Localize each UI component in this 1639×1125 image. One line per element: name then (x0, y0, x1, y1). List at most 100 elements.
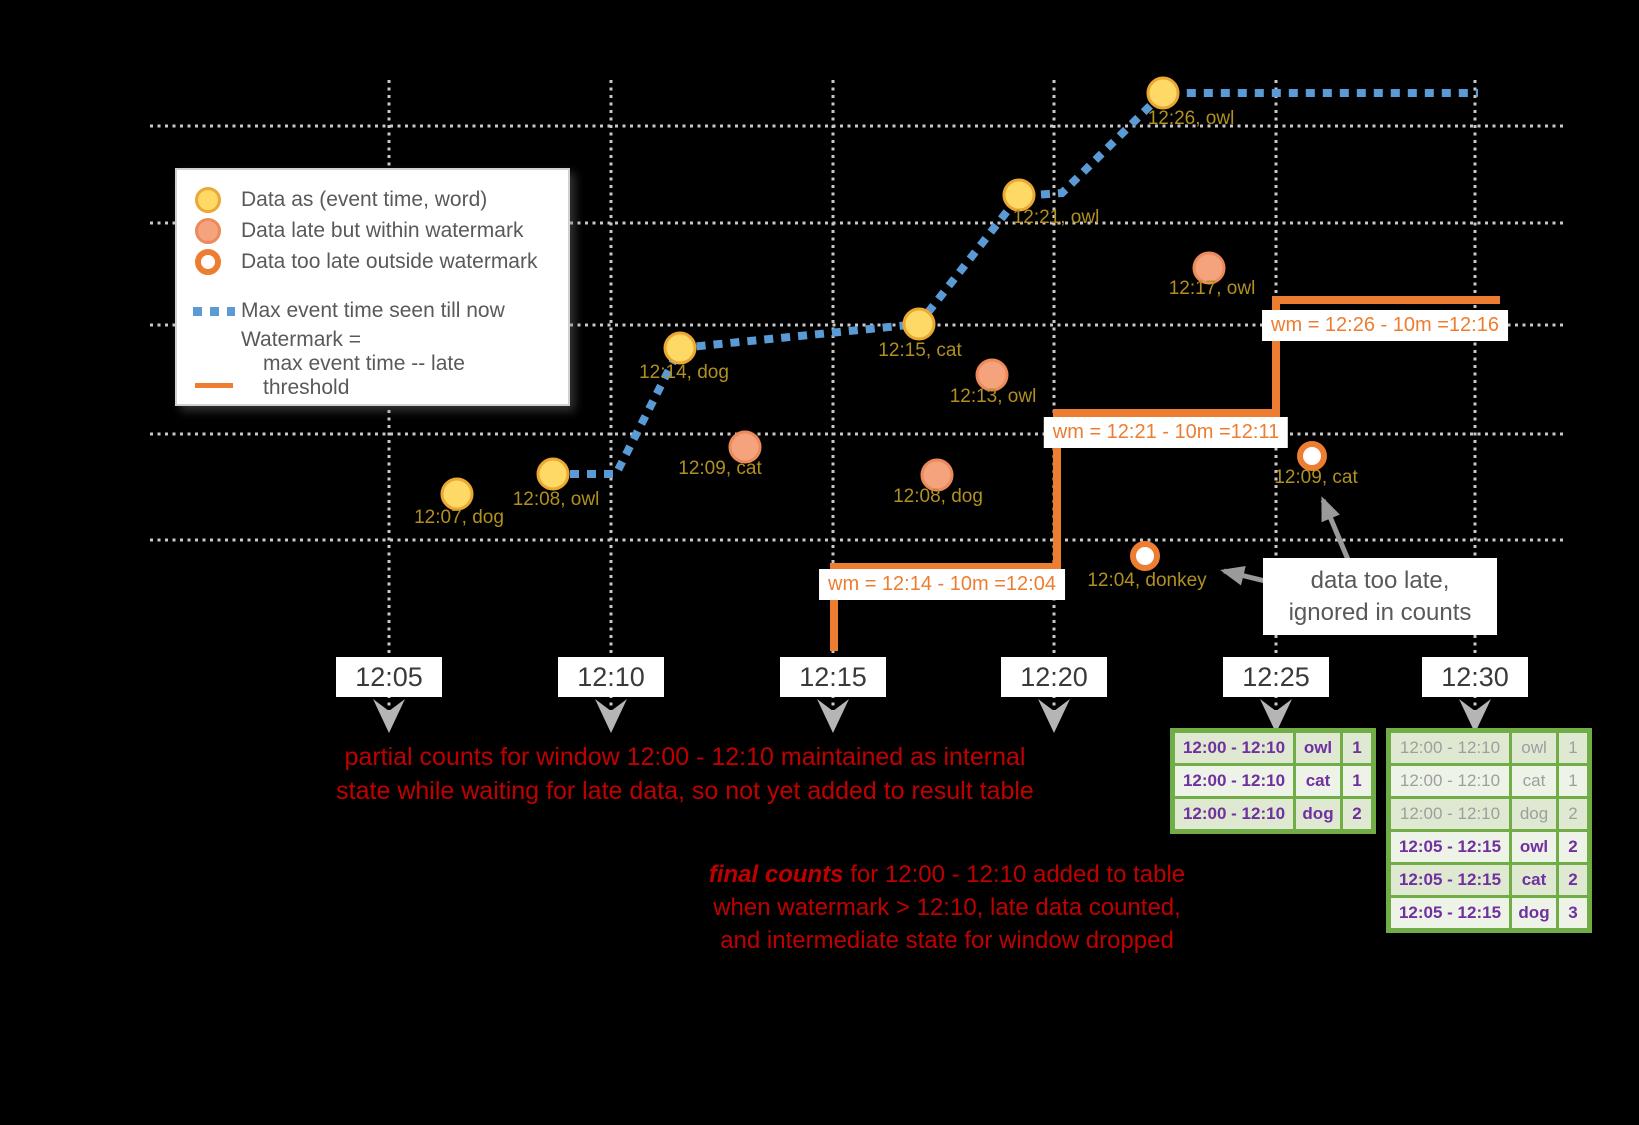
cell-word: owl (1509, 829, 1559, 865)
dot-ontime-icon (195, 187, 221, 213)
data-points (440, 76, 1327, 571)
legend-item: Max event time seen till now (193, 299, 552, 323)
note-final-line1-rest: for 12:00 - 12:10 added to table (843, 861, 1186, 888)
cell-word: owl (1293, 729, 1343, 766)
point-label: 12:08, owl (512, 489, 600, 510)
point-label: 12:09, cat (678, 458, 762, 479)
cell-word: dog (1293, 796, 1343, 833)
time-label-12:05: 12:05 (336, 657, 442, 697)
watermark-value-label: wm = 12:21 - 10m =12:11 (1043, 417, 1289, 448)
dot-toolate-icon (195, 249, 221, 275)
legend-item-text: Max event time seen till now (241, 299, 505, 323)
result-table-2: 12:00 - 12:10 owl 1 12:00 - 12:10 cat 1 12:00 … (1386, 728, 1592, 933)
point-label: 12:07, dog (414, 507, 504, 528)
note-partial-line2: state while waiting for late data, so no… (336, 777, 1034, 805)
cell-count: 2 (1556, 829, 1591, 865)
cell-word: dog (1509, 895, 1559, 932)
axis-down-arrow-icon (1260, 699, 1292, 733)
legend-item-label2: max event time -- late threshold (263, 352, 465, 399)
cell-word: cat (1509, 763, 1559, 799)
cell-word: cat (1509, 862, 1559, 898)
note-partial-line1: partial counts for window 12:00 - 12:10 … (344, 743, 1026, 771)
axis-down-arrow-icon (817, 699, 849, 733)
table-row: 12:00 - 12:10 owl 1 (1171, 729, 1375, 766)
time-label-12:25: 12:25 (1223, 657, 1329, 697)
legend-items: Data as (event time, word) Data late but … (193, 187, 552, 400)
data-point-late (920, 458, 954, 492)
point-label: 12:14, dog (639, 362, 729, 383)
cell-window: 12:00 - 12:10 (1171, 763, 1296, 799)
table-row: 12:00 - 12:10 owl 1 (1387, 729, 1591, 766)
point-label: 12:09, cat (1274, 467, 1358, 488)
legend-swatch-column (193, 218, 241, 244)
point-label: 12:21, owl (1012, 207, 1100, 228)
table-row: 12:00 - 12:10 dog 2 (1387, 796, 1591, 832)
cell-window: 12:05 - 12:15 (1387, 829, 1512, 865)
cell-count: 2 (1556, 796, 1591, 832)
legend-swatch-column (193, 383, 241, 400)
cell-count: 2 (1340, 796, 1375, 833)
point-label: 12:26, owl (1147, 108, 1235, 129)
table-row: 12:05 - 12:15 owl 2 (1387, 829, 1591, 865)
axis-down-arrow-icon (595, 699, 627, 733)
legend-item-text: Data too late outside watermark (241, 250, 537, 274)
note-final-line1: final counts for 12:00 - 12:10 added to … (697, 858, 1197, 891)
cell-window: 12:00 - 12:10 (1387, 729, 1512, 766)
watermark-value-label: wm = 12:26 - 10m =12:16 (1262, 310, 1508, 341)
legend-item-text: Data late but within watermark (241, 219, 523, 243)
data-point-late (1192, 251, 1226, 285)
cell-word: dog (1509, 796, 1559, 832)
cell-count: 1 (1556, 729, 1591, 766)
table-row: 12:05 - 12:15 dog 3 (1387, 895, 1591, 932)
data-point-ontime (536, 457, 570, 491)
watermark-line (830, 296, 1500, 651)
time-label-12:10: 12:10 (558, 657, 664, 697)
point-label: 12:13, owl (949, 386, 1037, 407)
table-row: 12:00 - 12:10 cat 1 (1171, 763, 1375, 799)
axis-down-arrow-icon (373, 699, 405, 733)
cell-count: 1 (1340, 729, 1375, 766)
legend-swatch-column (193, 187, 241, 213)
note-final-line3: and intermediate state for window droppe… (720, 927, 1174, 954)
legend-item: Watermark = max event time -- late thresh… (193, 328, 552, 400)
too-late-callout: data too late, ignored in counts (1263, 558, 1497, 635)
cell-count: 1 (1556, 763, 1591, 799)
cell-window: 12:00 - 12:10 (1387, 796, 1512, 832)
cell-count: 2 (1556, 862, 1591, 898)
legend-item: Data as (event time, word) (193, 187, 552, 213)
cell-count: 1 (1340, 763, 1375, 799)
cell-word: owl (1509, 729, 1559, 766)
legend-item: Data too late outside watermark (193, 249, 552, 275)
table-row: 12:00 - 12:10 dog 2 (1171, 796, 1375, 833)
note-final-lead: final counts (708, 861, 844, 888)
legend-swatch-column (193, 249, 241, 275)
too-late-line1: data too late, (1310, 567, 1450, 594)
data-point-toolate (1297, 441, 1327, 471)
cell-window: 12:00 - 12:10 (1171, 796, 1296, 833)
cell-window: 12:05 - 12:15 (1387, 895, 1512, 932)
legend: Data as (event time, word) Data late but … (175, 168, 570, 406)
table-row: 12:00 - 12:10 cat 1 (1387, 763, 1591, 799)
note-partial-counts: partial counts for window 12:00 - 12:10 … (285, 740, 1085, 808)
data-point-ontime (902, 307, 936, 341)
legend-swatch-column (193, 306, 241, 316)
cell-window: 12:00 - 12:10 (1171, 729, 1296, 766)
result-table: 12:00 - 12:10 owl 1 12:00 - 12:10 cat 1 12:00 … (1386, 728, 1592, 933)
legend-item-label: Watermark = (241, 328, 361, 351)
data-point-late (728, 430, 762, 464)
table-row: 12:05 - 12:15 cat 2 (1387, 862, 1591, 898)
axis-arrowheads (373, 699, 1491, 733)
point-label: 12:15, cat (878, 340, 962, 361)
point-label: 12:17, owl (1168, 278, 1256, 299)
max-event-time-line (553, 89, 1478, 478)
data-point-toolate (1130, 541, 1160, 571)
watermark-value-label: wm = 12:14 - 10m =12:04 (819, 569, 1065, 600)
legend-item-text: Watermark = max event time -- late thresh… (241, 328, 552, 400)
result-table: 12:00 - 12:10 owl 1 12:00 - 12:10 cat 1 12:00 … (1170, 728, 1376, 834)
point-label: 12:08, dog (893, 486, 983, 507)
legend-item: Data late but within watermark (193, 218, 552, 244)
cell-window: 12:05 - 12:15 (1387, 862, 1512, 898)
result-table-1: 12:00 - 12:10 owl 1 12:00 - 12:10 cat 1 12:00 … (1170, 728, 1376, 834)
axis-down-arrow-icon (1459, 699, 1491, 733)
